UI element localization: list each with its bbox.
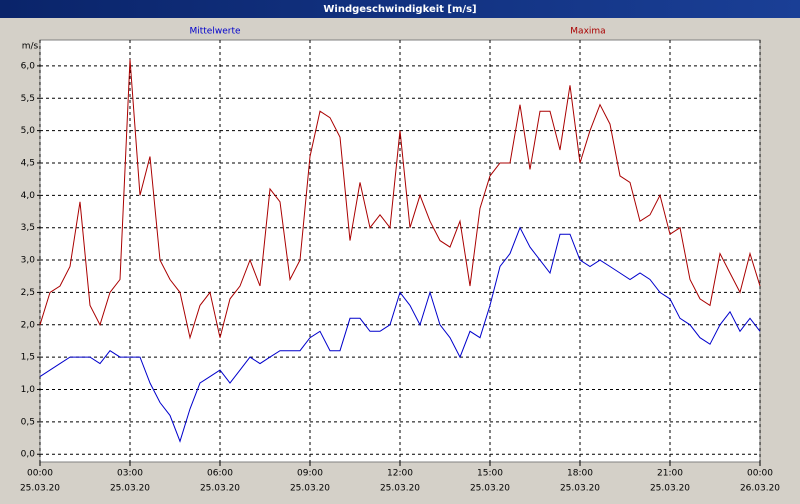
x-tick-label: 12:00 (387, 469, 413, 479)
y-tick-label: 0,0 (21, 450, 36, 460)
x-tick-label: 09:00 (297, 469, 323, 479)
y-tick-label: 4,5 (21, 158, 35, 168)
y-tick-label: 6,0 (21, 61, 36, 71)
x-tick-date: 25.03.20 (200, 484, 240, 494)
x-tick-label: 06:00 (207, 469, 233, 479)
x-tick-label: 00:00 (747, 469, 773, 479)
y-tick-label: 2,0 (21, 320, 36, 330)
x-tick-date: 25.03.20 (20, 484, 60, 494)
x-tick-date: 26.03.20 (740, 484, 780, 494)
x-tick-label: 15:00 (477, 469, 503, 479)
y-tick-label: 0,5 (21, 417, 35, 427)
x-tick-label: 18:00 (567, 469, 593, 479)
y-tick-label: 3,5 (21, 223, 35, 233)
y-unit: m/s (22, 42, 39, 52)
y-tick-label: 3,0 (21, 256, 36, 266)
x-tick-date: 25.03.20 (560, 484, 600, 494)
x-tick-label: 21:00 (657, 469, 683, 479)
legend-entry: Mittelwerte (189, 27, 240, 37)
y-tick-label: 5,5 (21, 94, 35, 104)
series-line (39, 59, 761, 340)
chart-title: Windgeschwindigkeit [m/s] (323, 4, 476, 15)
x-tick-date: 25.03.20 (110, 484, 150, 494)
y-tick-label: 5,0 (21, 126, 36, 136)
x-tick-label: 00:00 (27, 469, 53, 479)
legend-entry: Maxima (570, 27, 605, 37)
x-tick-date: 25.03.20 (380, 484, 420, 494)
y-tick-label: 1,5 (21, 353, 35, 363)
series-line (39, 226, 761, 443)
title-bar (0, 0, 800, 18)
x-tick-date: 25.03.20 (290, 484, 330, 494)
y-tick-label: 4,0 (21, 191, 36, 201)
x-tick-label: 03:00 (117, 469, 143, 479)
y-tick-label: 2,5 (21, 288, 35, 298)
x-tick-date: 25.03.20 (470, 484, 510, 494)
x-tick-date: 25.03.20 (650, 484, 690, 494)
y-tick-label: 1,0 (21, 385, 36, 395)
